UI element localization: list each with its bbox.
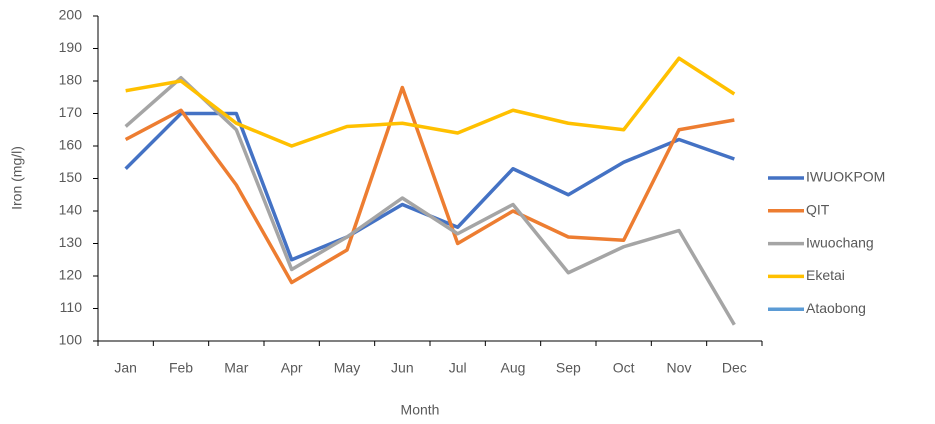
y-tick-label: 190 bbox=[59, 39, 83, 55]
x-tick-label: Jun bbox=[391, 360, 414, 376]
series-line bbox=[124, 111, 735, 262]
y-tick-label: 110 bbox=[60, 299, 83, 315]
y-tick-label: 160 bbox=[59, 137, 83, 153]
x-tick-label: Mar bbox=[224, 360, 248, 376]
x-tick-label: Jan bbox=[114, 360, 137, 376]
legend-label: Iwuochang bbox=[806, 234, 874, 250]
series-line bbox=[124, 76, 736, 326]
legend-label: QIT bbox=[806, 202, 830, 218]
x-tick-label: May bbox=[334, 360, 360, 376]
y-tick-label: 200 bbox=[59, 7, 83, 23]
x-tick-label: Nov bbox=[667, 360, 692, 376]
series-line bbox=[125, 56, 736, 148]
y-tick-label: 170 bbox=[59, 104, 83, 120]
y-tick-label: 130 bbox=[59, 234, 83, 250]
y-tick-label: 140 bbox=[59, 202, 83, 218]
y-tick-label: 180 bbox=[59, 72, 83, 88]
y-axis-title: Iron (mg/l) bbox=[9, 146, 25, 210]
x-axis-title: Month bbox=[401, 402, 440, 418]
x-tick-label: Aug bbox=[501, 360, 526, 376]
legend-label: IWUOKPOM bbox=[806, 169, 885, 185]
x-tick-label: Feb bbox=[169, 360, 193, 376]
y-tick-label: 100 bbox=[59, 332, 83, 348]
x-tick-label: Sep bbox=[556, 360, 581, 376]
legend-label: Eketai bbox=[806, 267, 845, 283]
y-tick-label: 150 bbox=[59, 169, 83, 185]
series-line bbox=[124, 85, 735, 285]
x-tick-label: Apr bbox=[281, 360, 303, 376]
x-tick-label: Dec bbox=[722, 360, 747, 376]
x-tick-label: Oct bbox=[613, 360, 635, 376]
legend-label: Ataobong bbox=[806, 300, 866, 316]
x-tick-label: Jul bbox=[449, 360, 467, 376]
y-tick-label: 120 bbox=[59, 267, 83, 283]
